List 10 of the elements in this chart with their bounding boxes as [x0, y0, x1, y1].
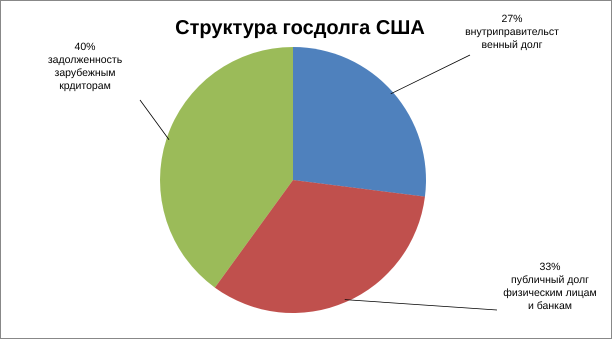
pie-slice: [293, 47, 426, 197]
slice-label: внутриправительственный долг: [465, 26, 560, 51]
pie-slice: [160, 47, 293, 288]
data-label: 27%: [501, 13, 523, 25]
slice-label: публичный долг физическим лицам и банкам: [503, 274, 597, 312]
data-label: 33%: [539, 261, 561, 273]
slice-label: задолженность зарубежным крдиторам: [48, 54, 123, 92]
data-label: 40%: [74, 41, 96, 53]
chart-title: Структура госдолга США: [175, 17, 425, 39]
pie-slice: [214, 180, 425, 313]
